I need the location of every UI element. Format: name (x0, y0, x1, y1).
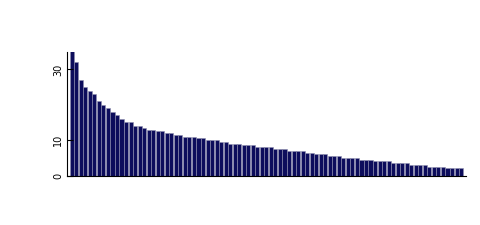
Bar (260, 147, 264, 176)
Bar (278, 149, 282, 176)
Bar (350, 158, 354, 176)
Bar (224, 142, 228, 176)
Bar (74, 62, 78, 176)
Bar (332, 156, 336, 176)
Bar (138, 126, 142, 176)
Bar (323, 154, 327, 176)
Bar (255, 147, 259, 176)
Bar (455, 169, 458, 176)
Bar (274, 149, 277, 176)
Bar (378, 161, 382, 176)
Bar (459, 169, 463, 176)
Bar (246, 145, 251, 176)
Bar (360, 160, 363, 176)
Bar (70, 41, 74, 176)
Bar (310, 153, 314, 176)
Bar (110, 112, 115, 176)
Bar (192, 137, 196, 176)
Bar (174, 135, 178, 176)
Bar (400, 163, 404, 176)
Bar (364, 160, 368, 176)
Bar (282, 149, 287, 176)
Bar (382, 161, 386, 176)
Bar (386, 161, 391, 176)
Bar (147, 130, 151, 176)
Bar (120, 119, 123, 176)
Bar (409, 165, 413, 176)
Bar (179, 135, 182, 176)
Bar (391, 163, 395, 176)
Bar (215, 140, 218, 176)
Bar (427, 167, 432, 176)
Bar (445, 169, 450, 176)
Bar (373, 161, 377, 176)
Bar (83, 87, 87, 176)
Bar (296, 151, 300, 176)
Bar (441, 167, 445, 176)
Bar (242, 145, 246, 176)
Bar (423, 165, 427, 176)
Bar (156, 131, 160, 176)
Bar (151, 130, 155, 176)
Bar (291, 151, 296, 176)
Bar (124, 122, 128, 176)
Bar (418, 165, 422, 176)
Bar (432, 167, 436, 176)
Bar (269, 147, 273, 176)
Bar (101, 105, 106, 176)
Bar (106, 108, 110, 176)
Bar (305, 153, 309, 176)
Bar (251, 145, 255, 176)
Bar (196, 138, 201, 176)
Bar (210, 140, 214, 176)
Bar (133, 126, 137, 176)
Bar (79, 80, 83, 176)
Bar (396, 163, 400, 176)
Bar (319, 154, 323, 176)
Bar (228, 144, 232, 176)
Bar (165, 133, 169, 176)
Bar (287, 151, 291, 176)
Bar (201, 138, 205, 176)
Bar (187, 137, 192, 176)
Bar (450, 169, 454, 176)
Bar (414, 165, 418, 176)
Bar (115, 115, 119, 176)
Bar (97, 101, 101, 176)
Bar (405, 163, 409, 176)
Bar (219, 142, 223, 176)
Bar (169, 133, 173, 176)
Bar (233, 144, 237, 176)
Bar (337, 156, 341, 176)
Bar (355, 158, 359, 176)
Bar (369, 160, 372, 176)
Bar (160, 131, 164, 176)
Bar (264, 147, 268, 176)
Bar (346, 158, 350, 176)
Bar (92, 94, 96, 176)
Bar (300, 151, 305, 176)
Bar (142, 128, 146, 176)
Bar (129, 122, 132, 176)
Bar (183, 137, 187, 176)
Bar (328, 156, 332, 176)
Bar (314, 154, 318, 176)
Bar (237, 144, 241, 176)
Bar (205, 140, 210, 176)
Bar (88, 91, 92, 176)
Bar (436, 167, 441, 176)
Bar (341, 158, 346, 176)
